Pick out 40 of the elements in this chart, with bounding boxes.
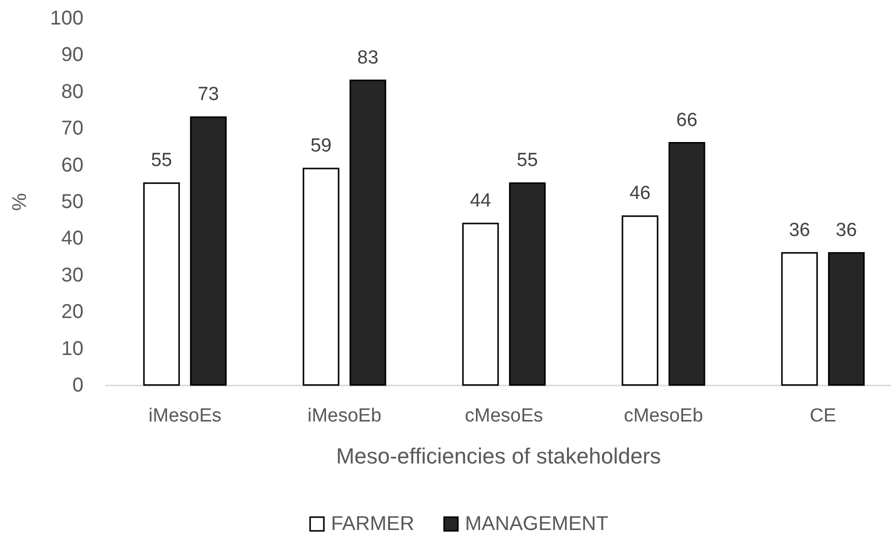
data-label: 46 [629,183,651,204]
y-tick-label: 90 [61,44,84,66]
bar [143,182,180,386]
bar [668,142,706,386]
y-tick-label: 0 [72,374,84,396]
data-label: 66 [676,110,698,131]
y-axis-title: % [9,192,32,211]
data-label: 59 [310,135,332,156]
x-tick-label: iMesoEb [307,406,382,426]
y-tick-label: 10 [61,338,84,360]
bar [828,252,865,386]
data-label: 73 [198,84,219,106]
x-tick-label: cMesoEb [624,406,704,426]
y-tick-label: 20 [61,301,84,324]
bar [781,252,818,386]
y-tick-label: 40 [61,228,84,250]
bar [622,215,658,386]
data-label: 44 [470,190,492,212]
data-label: 55 [516,150,538,172]
bar [190,116,227,386]
x-tick-label: cMesoEs [464,406,544,426]
data-label: 36 [788,220,810,241]
data-label: 36 [836,220,857,241]
y-tick-label: 60 [61,154,84,176]
x-tick-label: CE [810,406,836,426]
y-tick-label: 30 [61,264,84,286]
data-label: 83 [357,47,378,68]
data-label: 55 [150,150,172,172]
bar [462,222,499,386]
x-axis-title: Meso-efficiencies of stakeholders [336,444,661,468]
legend-label: FARMER [331,513,414,535]
y-tick-label: 100 [50,8,84,30]
bar [509,182,546,386]
y-tick-label: 80 [61,80,84,103]
y-tick-label: 70 [61,118,84,140]
bar [302,168,340,386]
legend-label: MANAGEMENT [465,513,608,535]
y-tick-label: 50 [61,191,84,213]
bar [350,80,386,386]
x-tick-label: iMesoEs [148,406,222,426]
